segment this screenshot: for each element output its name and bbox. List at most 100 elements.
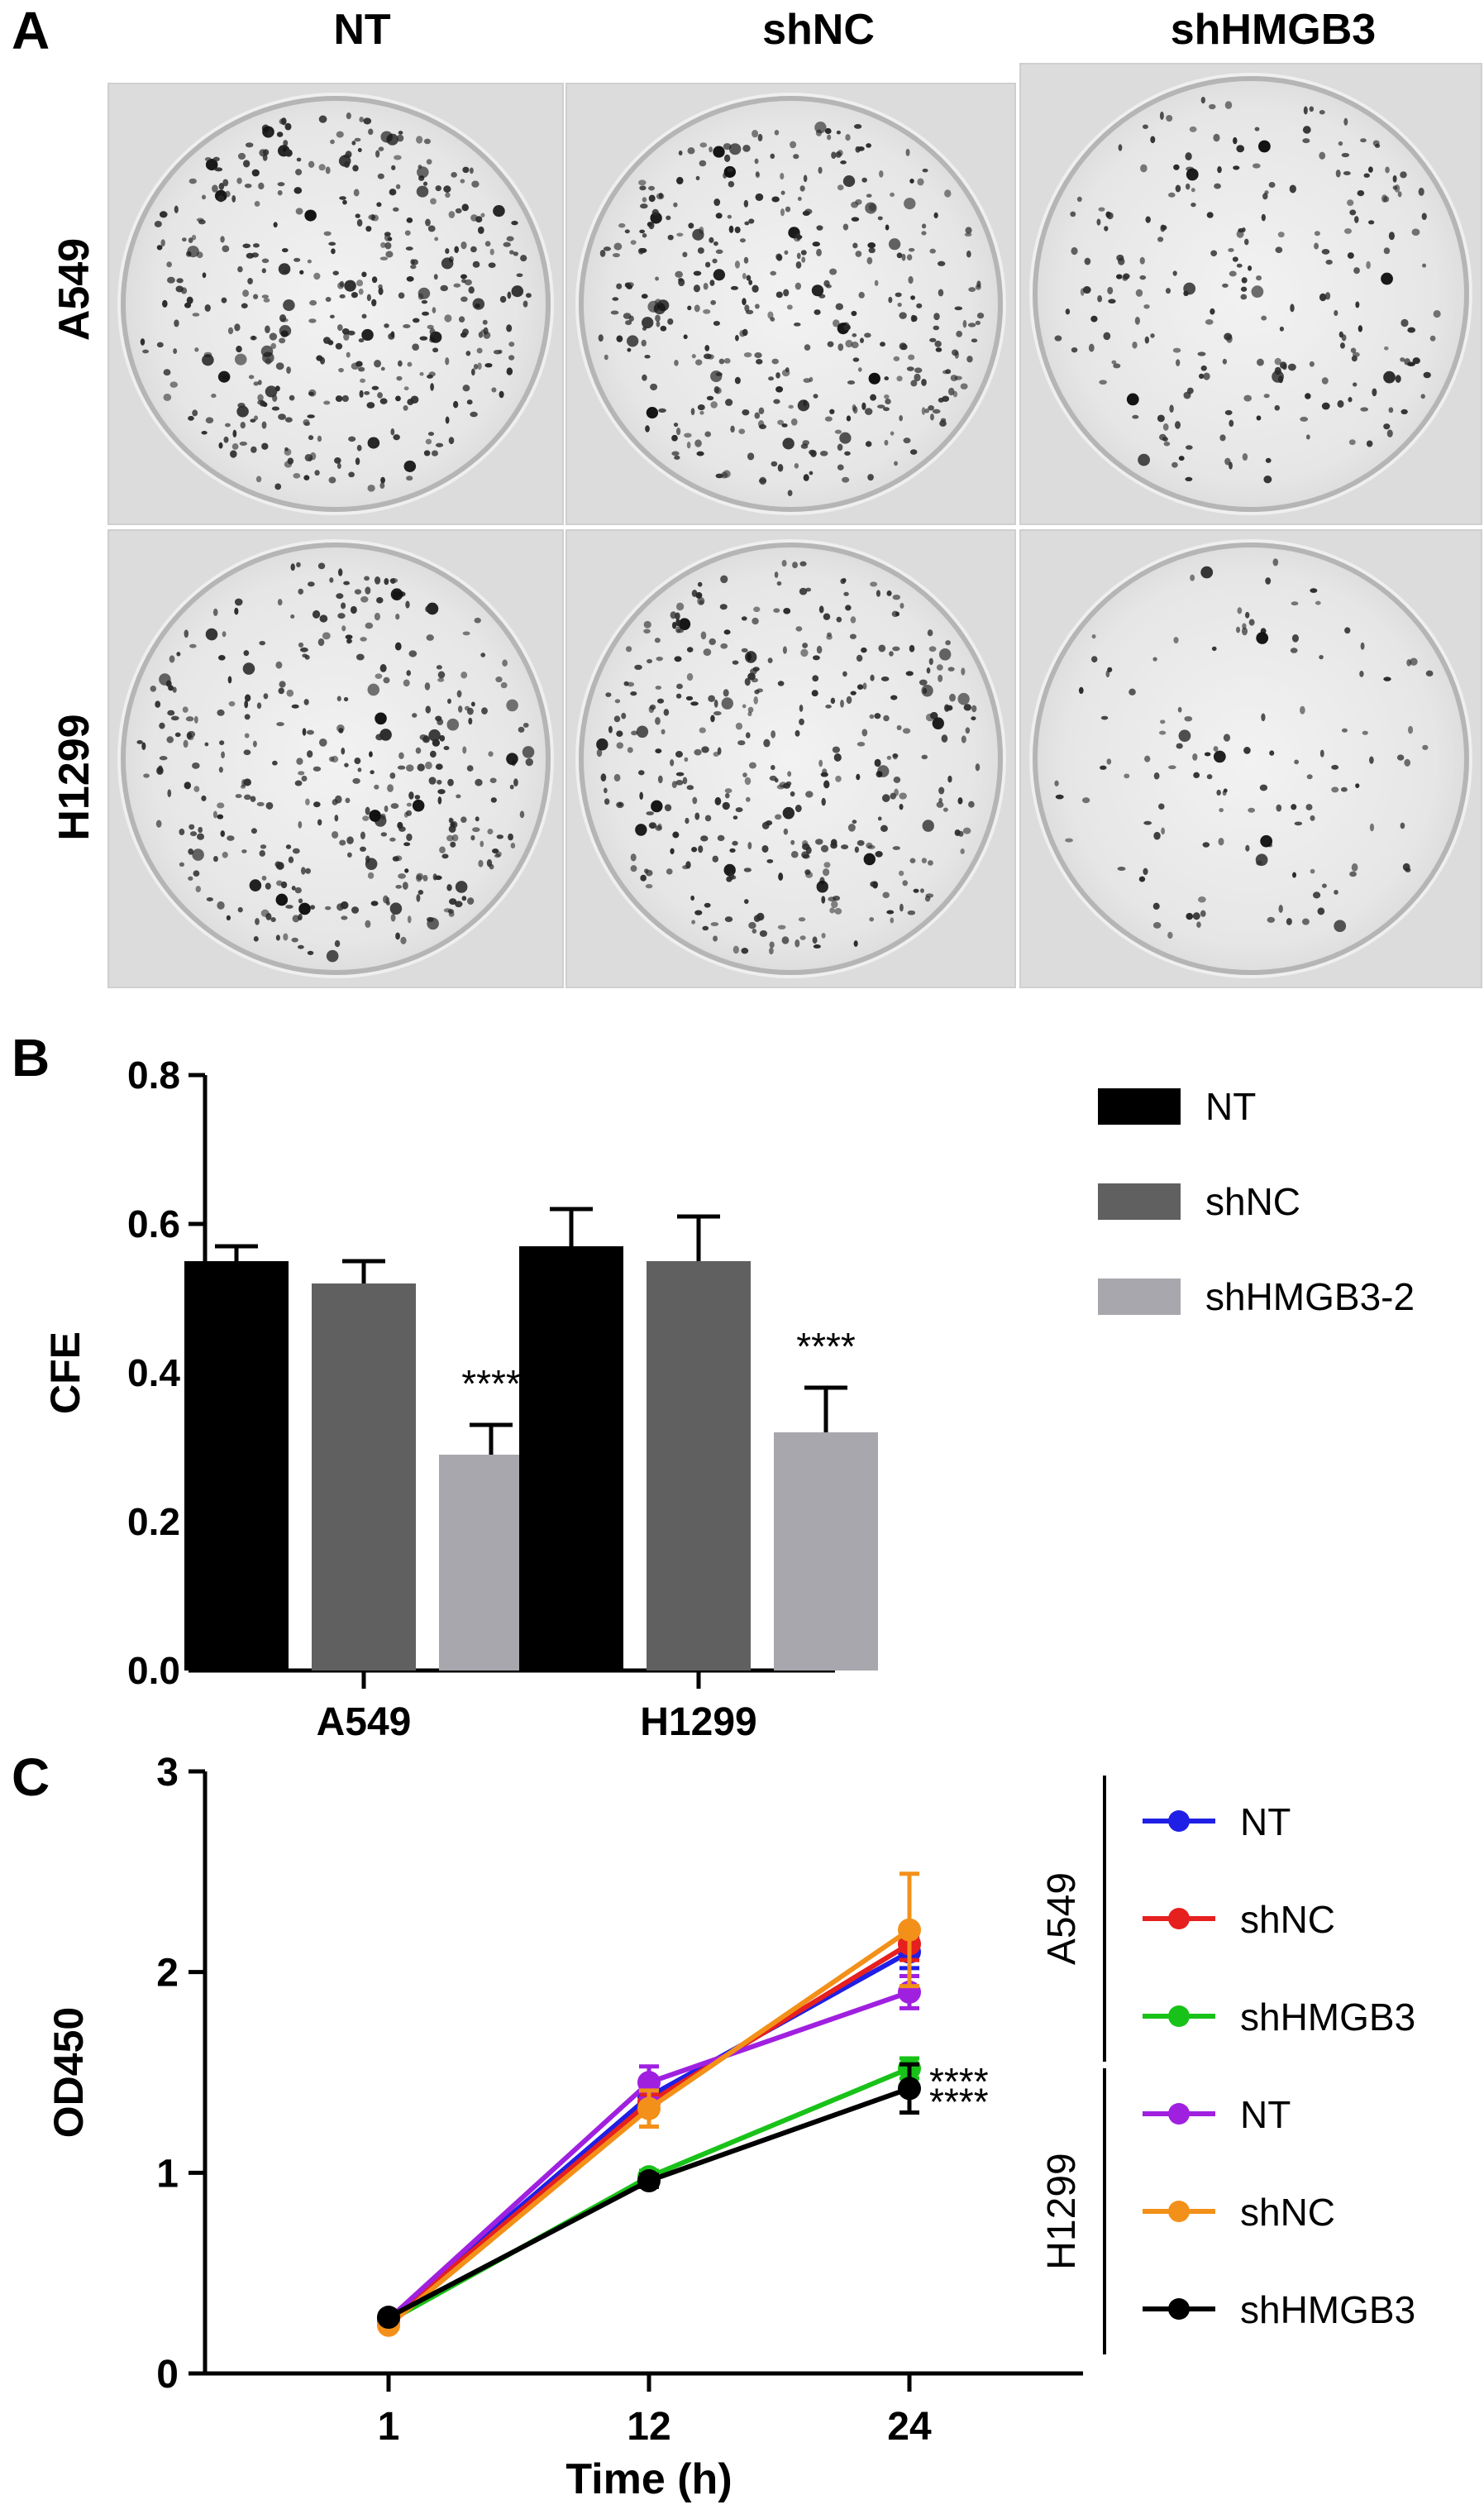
colony-dot <box>288 856 294 863</box>
colony-dot <box>1174 421 1181 429</box>
colony-dot <box>735 722 743 730</box>
colony-dot <box>790 141 797 149</box>
colony-dot <box>700 835 709 842</box>
colony-dot <box>236 345 242 353</box>
colony-dot <box>845 339 853 348</box>
colony-dot <box>1144 755 1151 762</box>
y-axis-label: OD450 <box>45 2007 92 2138</box>
colony-dot <box>671 781 677 789</box>
colony-dot <box>188 415 194 421</box>
colony-dot <box>1367 220 1375 225</box>
colony-dot <box>1418 187 1424 196</box>
colony-dot <box>355 280 364 287</box>
colony-dot <box>405 246 413 251</box>
colony-dot <box>1334 889 1338 895</box>
colony-dot <box>824 127 832 135</box>
colony-dot <box>1383 423 1391 430</box>
colony-dot <box>460 296 468 303</box>
colony-dot <box>1100 765 1107 770</box>
colony-dot <box>1400 171 1407 179</box>
colony-dot <box>1213 746 1219 752</box>
colony-dot <box>842 223 849 231</box>
colony-dot <box>218 442 223 449</box>
colony-dot <box>250 418 256 423</box>
colony-dot <box>645 884 653 889</box>
colony-dot <box>201 430 208 435</box>
column-label-shnc: shNC <box>762 6 875 54</box>
colony-dot <box>470 834 475 841</box>
colony-dot <box>922 168 928 173</box>
colony-dot <box>498 349 503 354</box>
colony-dot <box>427 225 436 232</box>
colony-dot <box>253 294 259 299</box>
colony-dot <box>462 328 469 336</box>
colony-dot <box>1228 248 1234 252</box>
colony-dot <box>699 160 707 167</box>
colony-dot <box>429 750 437 758</box>
colony-dot <box>230 450 237 458</box>
colony-dot <box>255 918 260 925</box>
colony-dot <box>853 940 858 947</box>
colony-dot <box>648 194 656 203</box>
colony-dot <box>434 237 439 241</box>
colony-dot <box>166 276 175 284</box>
colony-dot <box>812 241 820 247</box>
colony-dot <box>1422 744 1429 750</box>
colony-dot <box>350 605 357 614</box>
colony-dot <box>812 936 818 944</box>
colony-dot <box>683 334 688 340</box>
colony-dot <box>439 734 446 742</box>
legend-label-a549-shnc: shNC <box>1240 1898 1335 1941</box>
colony-dot <box>402 882 408 890</box>
colony-dot <box>1321 377 1329 385</box>
row-label-a549: A549 <box>50 237 98 342</box>
colony-dot <box>938 797 943 803</box>
colony-dot <box>885 398 891 405</box>
colony-dot <box>636 725 649 738</box>
colony-dot <box>673 202 678 208</box>
colony-dot <box>335 342 343 350</box>
colony-dot <box>774 571 779 578</box>
point-h1299-shhmgb3 <box>637 2169 661 2193</box>
colony-dot <box>1257 140 1271 153</box>
colony-dot <box>709 237 714 243</box>
colony-dot <box>778 872 784 881</box>
colony-dot <box>220 830 226 838</box>
colony-dot <box>187 246 199 258</box>
colony-dot <box>448 898 457 905</box>
colony-dot <box>709 146 713 153</box>
colony-dot <box>1103 332 1111 341</box>
colony-dot <box>493 205 505 217</box>
colony-dot <box>866 842 873 849</box>
colony-dot <box>351 906 360 914</box>
colony-dot <box>834 907 842 915</box>
colony-dot <box>1193 772 1200 779</box>
colony-dot <box>298 902 311 915</box>
colony-dot <box>345 634 353 640</box>
colony-dot <box>897 302 902 308</box>
colony-dot <box>642 317 654 329</box>
colony-dot <box>713 269 726 281</box>
colony-dot <box>468 286 475 294</box>
colony-dot <box>338 727 344 734</box>
colony-dot <box>395 884 403 889</box>
colony-dot <box>390 914 396 922</box>
colony-dot <box>942 370 949 375</box>
colony-dot <box>944 704 950 712</box>
colony-dot <box>221 297 227 304</box>
colony-dot <box>352 777 360 784</box>
colony-dot <box>936 664 943 671</box>
colony-dot <box>1153 772 1160 780</box>
colony-dot <box>775 386 784 393</box>
colony-dot <box>1257 358 1264 366</box>
colony-dot <box>376 597 384 604</box>
series-a549-nt <box>377 1933 921 2331</box>
colony-dot <box>280 881 288 889</box>
colony-dot <box>1191 188 1195 193</box>
colony-dot <box>821 932 826 939</box>
colony-dot <box>447 698 451 705</box>
colony-dot <box>1196 921 1201 928</box>
colony-dot <box>786 304 793 310</box>
colony-dot <box>656 193 665 200</box>
colony-dot <box>1105 211 1111 218</box>
